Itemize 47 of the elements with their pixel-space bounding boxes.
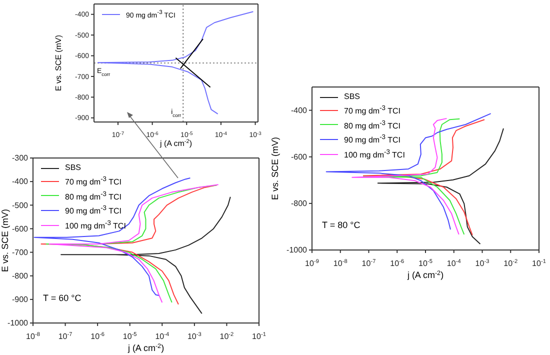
- legend-label: 70 mg dm$^{-3}$ TCI: [65, 175, 122, 189]
- x-tick-label: 10$^{-9}$: [305, 259, 319, 268]
- y-tick-label: -700: [12, 248, 29, 257]
- legend-label: 70 mg dm$^{-3}$ TCI: [344, 104, 400, 118]
- y-tick-label: -600: [12, 224, 29, 234]
- x-tick-label: 10$^{-5}$: [122, 332, 137, 341]
- y-tick-label: -600: [290, 152, 308, 162]
- x-tick-label: 10$^{-2}$: [220, 332, 234, 341]
- y-tick-label: -300: [12, 154, 29, 163]
- y-tick-label: -1000: [8, 318, 29, 328]
- annotation: T = 60 °C: [43, 293, 82, 303]
- y-tick-label: -400: [12, 177, 29, 186]
- x-tick-label: 10$^{-8}$: [26, 332, 40, 341]
- legend-label: 90 mg dm$^{-3}$ TCI: [65, 204, 122, 218]
- x-tick-label: 10$^{-4}$: [155, 332, 170, 341]
- x-tick-label: 10$^{-1}$: [252, 332, 266, 341]
- x-tick-label: 10$^{-8}$: [333, 259, 348, 268]
- y-axis-title: E vs. SCE (mV): [0, 208, 10, 272]
- y-axis-title: E vs. SCE (mV): [270, 136, 280, 200]
- legend-label: SBS: [65, 162, 82, 174]
- y-axis-title: E vs. SCE (mV): [54, 34, 63, 92]
- legend-label: 80 mg dm$^{-3}$ TCI: [344, 118, 400, 132]
- x-tick-label: 10$^{-3}$: [475, 259, 490, 268]
- y-tick-label: -400: [290, 106, 308, 115]
- x-axis-title: j (A cm$^{-2}$): [406, 270, 444, 280]
- x-tick-label: 10$^{-4}$: [446, 259, 461, 268]
- y-tick-label: -800: [290, 199, 308, 208]
- x-tick-label: 10$^{-7}$: [58, 332, 72, 341]
- x-axis-title: j (A cm$^{-2}$): [126, 342, 164, 353]
- y-tick-label: -900: [12, 295, 29, 304]
- annotation: T = 80 °C: [322, 220, 360, 230]
- legend-label: 90 mg dm$^{-3}$ TCI: [344, 133, 400, 147]
- x-tick-label: 10$^{-1}$: [532, 259, 546, 268]
- y-tick-label: -500: [12, 200, 29, 210]
- y-tick-label: -1000: [286, 246, 308, 255]
- x-tick-label: 10$^{-7}$: [362, 259, 376, 268]
- x-tick-label: 10$^{-5}$: [418, 259, 432, 268]
- y-tick-label: -800: [12, 272, 29, 281]
- legend-label: SBS: [344, 91, 360, 103]
- x-tick-label: 10$^{-6}$: [390, 259, 404, 268]
- legend-label: 80 mg dm$^{-3}$ TCI: [65, 190, 122, 204]
- x-axis-title: j (A cm$^{-2}$): [158, 139, 192, 148]
- x-tick-label: 10$^{-6}$: [90, 332, 105, 341]
- x-tick-label: 10$^{-2}$: [504, 259, 518, 268]
- x-tick-label: 10$^{-3}$: [187, 332, 202, 341]
- legend-label: 100 mg dm$^{-3}$ TCI: [344, 148, 405, 162]
- legend-label: 100 mg dm$^{-3}$ TCI: [65, 218, 126, 233]
